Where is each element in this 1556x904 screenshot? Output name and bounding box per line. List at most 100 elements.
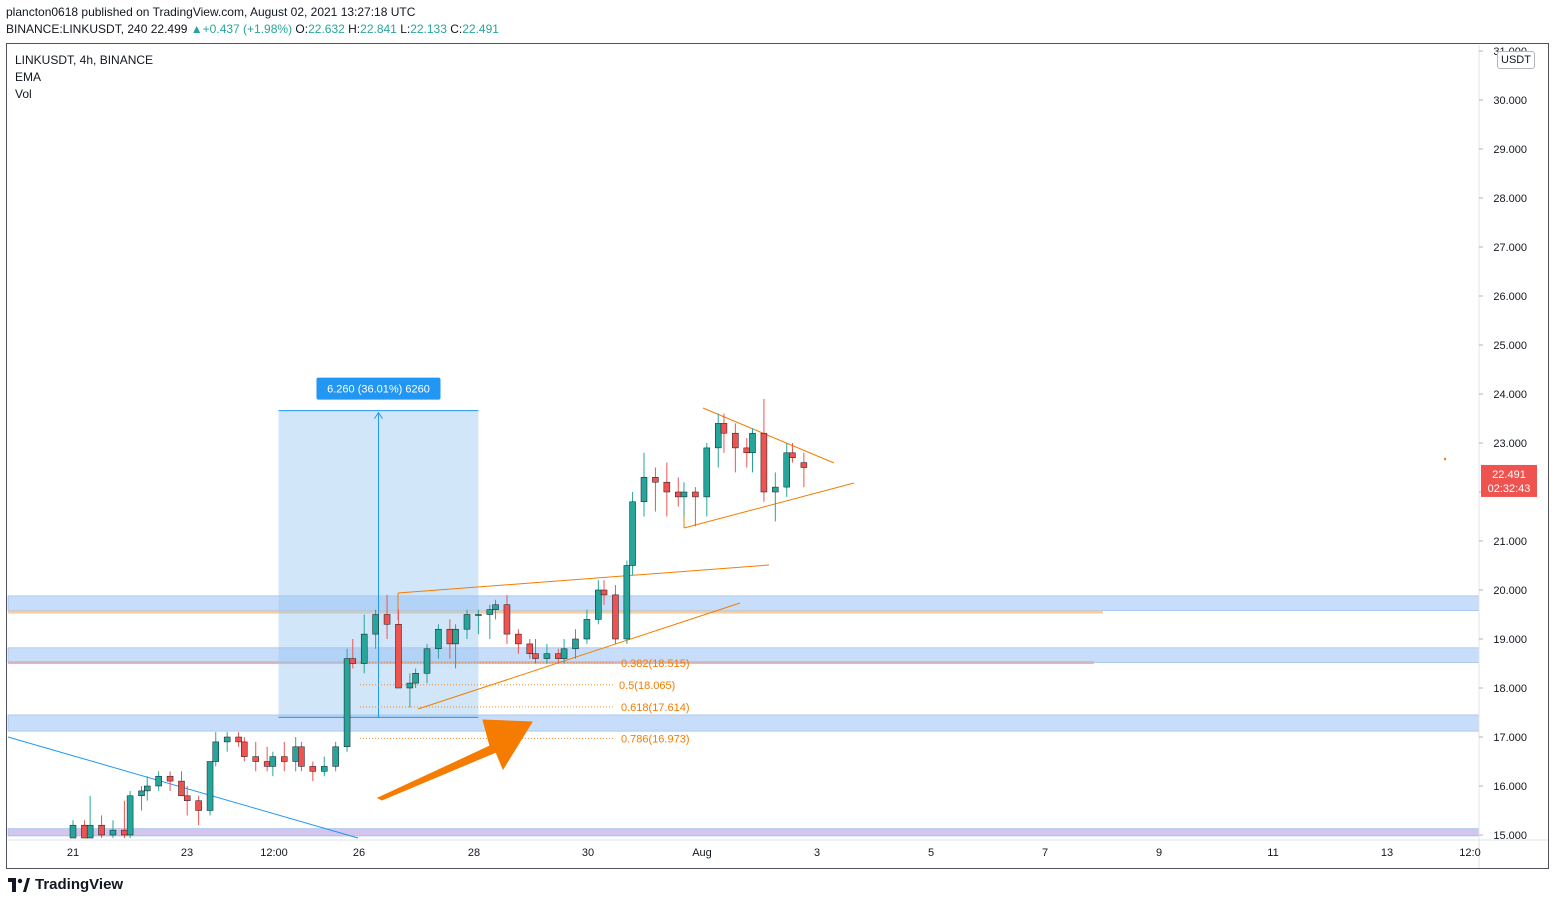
candle-up[interactable] [138, 786, 145, 811]
candle-body [555, 653, 562, 659]
candle-up[interactable] [543, 643, 551, 664]
candle-down[interactable] [612, 585, 619, 644]
candle-up[interactable] [423, 643, 431, 684]
currency-button[interactable]: USDT [1497, 51, 1535, 69]
candle-down[interactable] [383, 594, 391, 639]
candle-down[interactable] [395, 609, 402, 689]
candle-up[interactable] [332, 741, 339, 772]
legend-vol[interactable]: Vol [15, 87, 32, 101]
candle-down[interactable] [178, 771, 185, 797]
candle-body [86, 824, 94, 839]
candle-down[interactable] [515, 629, 522, 654]
candle-up[interactable] [372, 609, 379, 649]
candle-up[interactable] [212, 732, 219, 767]
legend-title[interactable]: LINKUSDT, 4h, BINANCE [15, 53, 154, 67]
candle-up[interactable] [492, 599, 499, 620]
triangle-upper-line[interactable] [702, 407, 835, 464]
legend-ema[interactable]: EMA [15, 70, 42, 84]
candle-body [343, 658, 351, 748]
tradingview-logo[interactable]: TradingView [8, 876, 123, 893]
support-ray[interactable] [8, 661, 1094, 665]
candle-up[interactable] [343, 648, 351, 752]
candle-up[interactable] [435, 624, 442, 659]
candle-down[interactable] [800, 452, 808, 488]
candle-up[interactable] [292, 737, 299, 772]
candle-up[interactable] [143, 776, 151, 801]
candle-down[interactable] [166, 771, 174, 791]
candle-up[interactable] [223, 732, 231, 752]
candle-up[interactable] [560, 639, 568, 664]
candle-down[interactable] [652, 467, 659, 512]
candle-down[interactable] [743, 438, 751, 468]
support-zone[interactable] [7, 595, 1480, 611]
channel-upper-line[interactable] [397, 564, 770, 594]
candle-down[interactable] [720, 413, 728, 453]
candle-down[interactable] [732, 423, 739, 473]
candle-up[interactable] [475, 609, 482, 635]
close-value: 22.491 [462, 22, 499, 36]
candle-up[interactable] [703, 443, 711, 517]
candle-down[interactable] [98, 815, 105, 838]
candle-down[interactable] [663, 462, 671, 517]
candle-up[interactable] [360, 614, 368, 674]
y-tick-label: 16.000 [1493, 781, 1527, 793]
candle-up[interactable] [486, 604, 494, 639]
candle-up[interactable] [155, 771, 162, 791]
candle-up[interactable] [583, 609, 591, 644]
candle-up[interactable] [680, 482, 688, 517]
candle-down[interactable] [235, 732, 242, 747]
candle-up[interactable] [595, 580, 602, 625]
candle-up[interactable] [623, 560, 631, 644]
candle-up[interactable] [126, 790, 134, 838]
chart-frame[interactable] [6, 43, 1549, 869]
candle-down[interactable] [675, 477, 682, 507]
candle-up[interactable] [463, 609, 471, 639]
candle-up[interactable] [406, 673, 414, 708]
candle-down[interactable] [526, 639, 534, 659]
last-price-tag[interactable] [1481, 464, 1537, 497]
candle-up[interactable] [69, 820, 77, 839]
candle-up[interactable] [269, 751, 277, 777]
resistance-ray[interactable] [8, 610, 1103, 614]
candle-down[interactable] [349, 639, 357, 669]
candle-down[interactable] [263, 746, 271, 772]
candle-up[interactable] [629, 492, 636, 576]
candle-down[interactable] [183, 786, 191, 816]
candle-down[interactable] [503, 594, 511, 644]
candle-up[interactable] [572, 629, 579, 659]
support-zone[interactable] [7, 828, 1480, 837]
candle-up[interactable] [86, 795, 94, 839]
candle-down[interactable] [252, 741, 259, 772]
candle-up[interactable] [783, 443, 790, 497]
candle-down[interactable] [692, 487, 699, 527]
candle-down[interactable] [309, 761, 317, 782]
triangle-lower-line[interactable] [683, 482, 855, 529]
candle-up[interactable] [640, 452, 648, 517]
candle-up[interactable] [206, 761, 214, 816]
candle-down[interactable] [789, 443, 796, 463]
trend-arrow-icon[interactable] [376, 719, 533, 801]
candle-up[interactable] [772, 472, 779, 522]
candle-body [675, 491, 682, 498]
candle-down[interactable] [532, 639, 539, 664]
candle-up[interactable] [412, 668, 419, 688]
x-tick-label: Aug [692, 847, 712, 859]
candle-down[interactable] [195, 795, 202, 826]
candle-down[interactable] [298, 741, 305, 772]
candle-down[interactable] [121, 800, 128, 838]
candle-down[interactable] [760, 398, 768, 502]
channel-lower-line[interactable] [417, 602, 741, 710]
support-zone[interactable] [7, 647, 1480, 663]
candle-up[interactable] [749, 428, 756, 473]
candle-down[interactable] [241, 737, 248, 762]
candle-down[interactable] [81, 820, 88, 839]
candle-up[interactable] [109, 820, 117, 838]
candle-body [692, 491, 699, 498]
candle-up[interactable] [452, 624, 459, 669]
candle-down[interactable] [281, 741, 288, 772]
candle-up[interactable] [320, 756, 328, 777]
support-zone[interactable] [7, 714, 1480, 732]
candle-up[interactable] [714, 413, 722, 468]
candle-down[interactable] [600, 580, 608, 605]
